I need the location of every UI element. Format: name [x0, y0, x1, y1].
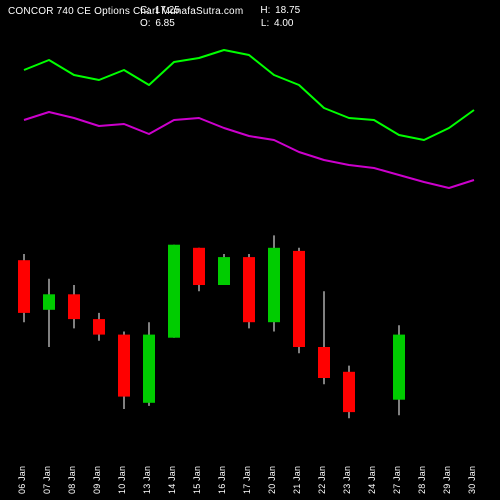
x-axis-tick-label: 27 Jan [392, 466, 402, 494]
x-axis-tick-label: 10 Jan [117, 466, 127, 494]
x-axis-tick-label: 14 Jan [167, 466, 177, 494]
x-axis-tick-label: 24 Jan [367, 466, 377, 494]
x-axis-tick-label: 17 Jan [242, 466, 252, 494]
x-axis-tick-label: 22 Jan [317, 466, 327, 494]
x-axis-tick-label: 06 Jan [17, 466, 27, 494]
x-axis-tick-label: 13 Jan [142, 466, 152, 494]
x-axis-tick-label: 28 Jan [417, 466, 427, 494]
x-axis-tick-label: 21 Jan [292, 466, 302, 494]
plot-svg [0, 0, 500, 500]
x-axis-tick-label: 29 Jan [442, 466, 452, 494]
x-axis-tick-label: 09 Jan [92, 466, 102, 494]
chart-root: CONCOR 740 CE Options Chart MunafaSutra.… [0, 0, 500, 500]
x-axis-tick-label: 16 Jan [217, 466, 227, 494]
x-axis-tick-label: 08 Jan [67, 466, 77, 494]
x-axis-tick-label: 23 Jan [342, 466, 352, 494]
x-axis-tick-label: 20 Jan [267, 466, 277, 494]
x-axis-tick-label: 15 Jan [192, 466, 202, 494]
x-axis-tick-label: 30 Jan [467, 466, 477, 494]
x-axis-tick-label: 07 Jan [42, 466, 52, 494]
